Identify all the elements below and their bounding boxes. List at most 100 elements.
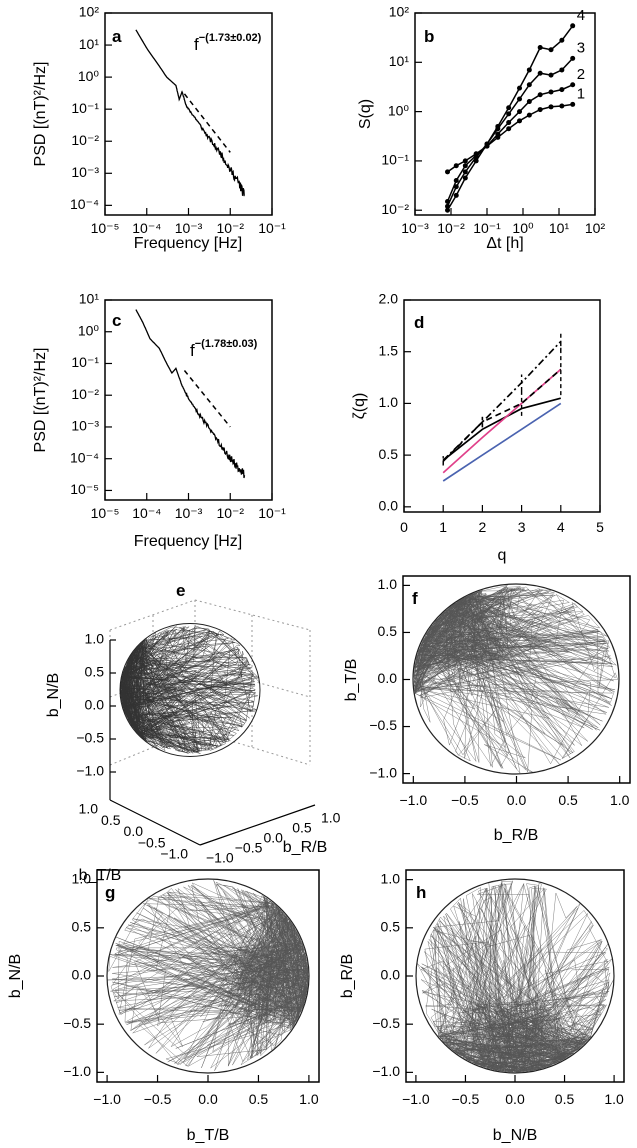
panel-h: −1.0 −0.5 0.0 0.5 1.0 1.0 0.5 0.0 −0.5 −1.0 h b_N… <box>339 869 625 1144</box>
panel-c-ytick-label: 10¹ <box>79 291 100 307</box>
panel-b-point <box>506 111 512 117</box>
panel-f-ytick-label: 0.0 <box>378 670 398 686</box>
panel-e-trajectory-line <box>119 625 260 755</box>
panel-d-lines <box>442 331 562 482</box>
panel-a-xtick-label: 10⁻¹ <box>258 220 286 236</box>
panel-b-point <box>517 85 523 91</box>
panel-e-ticks: 1.00.50.0−0.5−1.01.00.50.0−0.5−1.0 −1.0−0… <box>76 631 340 866</box>
panel-d-series-pink <box>442 368 562 474</box>
panel-e-tick-label: −0.5 <box>138 834 166 850</box>
panel-b-ytick-label: 10⁻¹ <box>381 152 409 168</box>
panel-a-xtick-label: 10⁻⁴ <box>132 220 161 236</box>
panel-f-ticks: −1.0 −0.5 0.0 0.5 1.0 1.0 0.5 0.0 −0.5 −1.0 <box>369 576 629 808</box>
panel-d-ytick-label: 2.0 <box>379 291 399 307</box>
panel-b-point <box>453 178 459 184</box>
panel-b-point <box>548 104 554 110</box>
panel-d-ytick-label: 0.5 <box>379 446 399 462</box>
panel-a-ticks: 10⁻⁵ 10⁻⁴ 10⁻³ 10⁻² 10⁻¹ 10² 10¹ 10⁰ 10⁻¹ 10⁻² 10⁻… <box>70 4 286 236</box>
panel-g-xtick-label: −1.0 <box>93 1091 121 1107</box>
panel-b-series-label: 4 <box>577 7 585 24</box>
panel-d-xtick-label: 2 <box>479 519 487 535</box>
panel-c-letter: c <box>112 311 121 330</box>
panel-g: −1.0 −0.5 0.0 0.5 1.0 1.0 0.5 0.0 −0.5 −1.0 g b_T… <box>7 869 320 1144</box>
panel-b: 10⁻³ 10⁻² 10⁻¹ 10⁰ 10¹ 10² 10² 10¹ 10⁰ 10⁻¹ 10⁻² 1… <box>357 4 605 252</box>
panel-d-ytick-label: 0.0 <box>379 498 399 514</box>
panel-b-point <box>453 163 459 169</box>
panel-d-ytick-label: 1.5 <box>379 342 399 358</box>
panel-e-tick-label: 0.5 <box>101 812 121 828</box>
panel-c-xtick-label: 10⁻¹ <box>258 505 286 521</box>
panel-g-ytick-label: 1.0 <box>72 870 92 886</box>
panel-h-sphere-outline <box>415 878 615 1074</box>
panel-d-xtick-label: 5 <box>596 519 604 535</box>
panel-b-point <box>473 158 479 164</box>
panel-b-frame <box>414 12 596 216</box>
panel-b-point <box>548 89 554 95</box>
panel-d-series-dashed <box>442 368 562 462</box>
panel-g-ytick-label: 0.5 <box>72 919 92 935</box>
panel-e-tick-label: −1.0 <box>206 850 234 866</box>
panel-a-ytick-label: 10⁻³ <box>71 164 99 180</box>
panel-f-ytick-label: 1.0 <box>378 576 398 592</box>
panel-c-ytick-label: 10⁻³ <box>71 418 99 434</box>
panel-e-ztick-label: −1.0 <box>76 763 104 779</box>
panel-b-point <box>537 44 543 50</box>
panel-b-point <box>462 175 468 181</box>
panel-b-letter: b <box>424 27 434 46</box>
panel-a-xtick-label: 10⁻² <box>216 220 244 236</box>
panel-b-xtick-label: 10¹ <box>549 220 570 236</box>
panel-c-ytick-label: 10⁻¹ <box>71 354 99 370</box>
panel-e-xlabel: b_R/B <box>283 839 327 856</box>
panel-h-ytick-label: −0.5 <box>372 1015 400 1031</box>
panel-e-tick-label: 0.0 <box>124 823 144 839</box>
panel-b-point <box>462 163 468 169</box>
panel-b-point <box>570 101 576 107</box>
panel-e-tick-label: 0.5 <box>292 820 312 836</box>
panel-d-xtick-label: 4 <box>557 519 565 535</box>
panel-h-ticks: −1.0 −0.5 0.0 0.5 1.0 1.0 0.5 0.0 −0.5 −1.0 <box>372 870 624 1107</box>
panel-g-letter: g <box>105 883 115 902</box>
panel-b-series-label: 2 <box>577 66 585 83</box>
panel-h-ytick-label: 1.0 <box>381 870 401 886</box>
panel-f-ytick-label: −1.0 <box>369 764 397 780</box>
panel-d-series-dashdot <box>442 340 562 461</box>
panel-b-point <box>537 70 543 76</box>
panel-a-ytick-label: 10⁻¹ <box>71 100 99 116</box>
panel-b-ytick-label: 10² <box>389 4 410 20</box>
panel-f-xtick-label: 0.5 <box>558 792 578 808</box>
panel-g-ylabel: b_N/B <box>7 954 24 998</box>
panel-g-ticks: −1.0 −0.5 0.0 0.5 1.0 1.0 0.5 0.0 −0.5 −1.0 <box>63 870 318 1107</box>
panel-e-ztick-label: 1.0 <box>85 631 105 647</box>
panel-b-point <box>517 118 523 124</box>
panel-c-xtick-label: 10⁻² <box>216 505 244 521</box>
panel-b-xtick-label: 10⁻² <box>437 220 465 236</box>
panel-e-sphere-outline <box>119 623 261 757</box>
panel-a-lines <box>135 29 245 197</box>
panel-b-point <box>526 82 532 88</box>
panel-b-ytick-label: 10⁰ <box>388 102 410 118</box>
panel-e-zlabel: b_T/B <box>79 867 122 884</box>
panel-a-ylabel: PSD [(nT)²/Hz] <box>32 62 49 167</box>
panel-d-series-solid-black <box>442 397 562 461</box>
panel-b-xlabel: Δt [h] <box>486 235 523 252</box>
panel-d-ticks: 0 1 2 3 4 5 2.0 1.5 1.0 0.5 0.0 <box>379 291 605 535</box>
panel-g-trajectory <box>106 878 310 1074</box>
panel-b-point <box>506 120 512 126</box>
panel-c-xtick-label: 10⁻⁵ <box>91 505 120 521</box>
panel-h-ytick-label: −1.0 <box>372 1063 400 1079</box>
panel-a-xtick-label: 10⁻⁵ <box>91 220 120 236</box>
panel-b-xtick-label: 10⁻³ <box>401 220 429 236</box>
panel-f-xlabel: b_R/B <box>494 827 538 844</box>
panel-a-xlabel: Frequency [Hz] <box>134 235 242 252</box>
panel-d-letter: d <box>414 313 424 332</box>
panel-b-point <box>445 207 451 213</box>
panel-e-axes <box>109 640 316 846</box>
panel-f-xtick-label: −1.0 <box>399 792 427 808</box>
panel-d-ytick-label: 1.0 <box>379 394 399 410</box>
panel-c-ytick-label: 10⁰ <box>78 322 100 338</box>
panel-b-point <box>517 96 523 102</box>
panel-a-ytick-label: 10¹ <box>79 36 100 52</box>
panel-g-xlabel: b_T/B <box>187 1127 230 1144</box>
panel-a-ytick-label: 10⁻⁴ <box>70 196 99 212</box>
panel-b-lines: 1 2 3 4 <box>445 7 585 213</box>
